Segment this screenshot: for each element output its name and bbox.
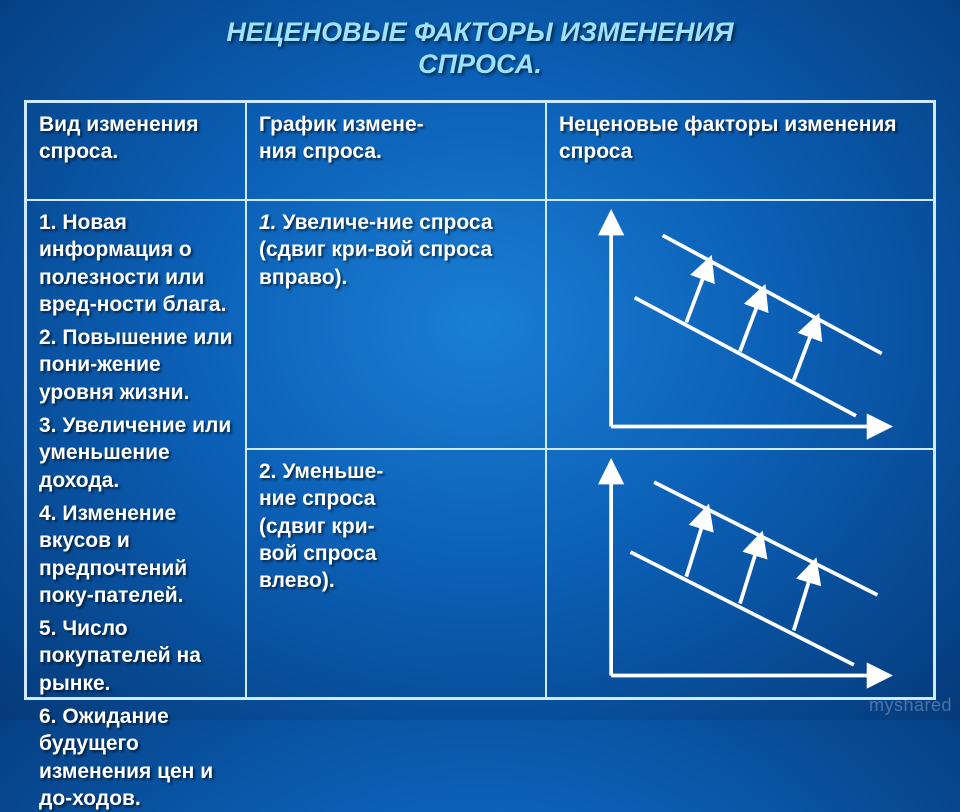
chart2-cell — [546, 449, 934, 698]
factor-4: 4. Изменение вкусов и предпочтений поку-… — [39, 500, 233, 609]
header-col3: Неценовые факторы изменения спроса — [546, 102, 934, 200]
row2-l3: (сдвиг кри- — [259, 513, 533, 540]
page-title: НЕЦЕНОВЫЕ ФАКТОРЫ ИЗМЕНЕНИЯ СПРОСА. — [0, 0, 960, 81]
chart1-arrow-2 — [740, 294, 761, 351]
row2-l2: ние спроса — [259, 485, 533, 512]
chart2-arrow-2 — [740, 541, 759, 603]
row2-l5: влево). — [259, 567, 533, 594]
header-col2: График измене- ния спроса. — [246, 102, 546, 200]
main-table: Вид изменения спроса. График измене- ния… — [24, 100, 936, 700]
chart1-axes — [611, 220, 882, 426]
row1-num: 1. — [259, 211, 277, 234]
factor-5: 5. Число покупателей на рынке. — [39, 615, 233, 697]
factors-cell: 1. Новая информация о полезности или вре… — [26, 200, 246, 698]
header-col2-l1: График измене- — [259, 113, 424, 136]
factor-1: 1. Новая информация о полезности или вре… — [39, 209, 233, 318]
chart2-line-lower — [630, 552, 853, 665]
chart2-axes — [611, 469, 882, 675]
chart2-arrow-3 — [794, 568, 813, 630]
header-col1: Вид изменения спроса. — [26, 102, 246, 200]
chart2-lines — [630, 482, 877, 665]
row2-l4: вой спроса — [259, 540, 533, 567]
row2-l1: 2. Уменьше- — [259, 458, 533, 485]
chart1-svg — [547, 201, 933, 448]
chart1-arrow-3 — [794, 323, 815, 380]
factor-6: 6. Ожидание будущего изменения цен и до-… — [39, 703, 233, 812]
title-line1: НЕЦЕНОВЫЕ ФАКТОРЫ ИЗМЕНЕНИЯ — [226, 17, 733, 47]
chart2-arrow-1 — [686, 514, 705, 576]
title-line2: СПРОСА. — [418, 49, 542, 79]
chart1-cell — [546, 200, 934, 449]
chart1-lines — [635, 235, 882, 415]
row2-label: 2. Уменьше- ние спроса (сдвиг кри- вой с… — [246, 449, 546, 698]
row1-label: 1. Увеличе-ние спроса (сдвиг кри-вой спр… — [246, 200, 546, 449]
chart1-line-lower — [635, 298, 856, 416]
header-col2-l2: ния спроса. — [259, 140, 382, 163]
chart2-line-upper — [654, 482, 877, 595]
factor-3: 3. Увеличение или уменьшение дохода. — [39, 412, 233, 494]
watermark: myshared — [869, 695, 952, 716]
chart2-svg — [547, 450, 933, 697]
factor-2: 2. Повышение или пони-жение уровня жизни… — [39, 324, 233, 406]
chart1-arrow-1 — [686, 265, 707, 322]
row1-text: Увеличе-ние спроса (сдвиг кри-вой спроса… — [259, 211, 493, 289]
